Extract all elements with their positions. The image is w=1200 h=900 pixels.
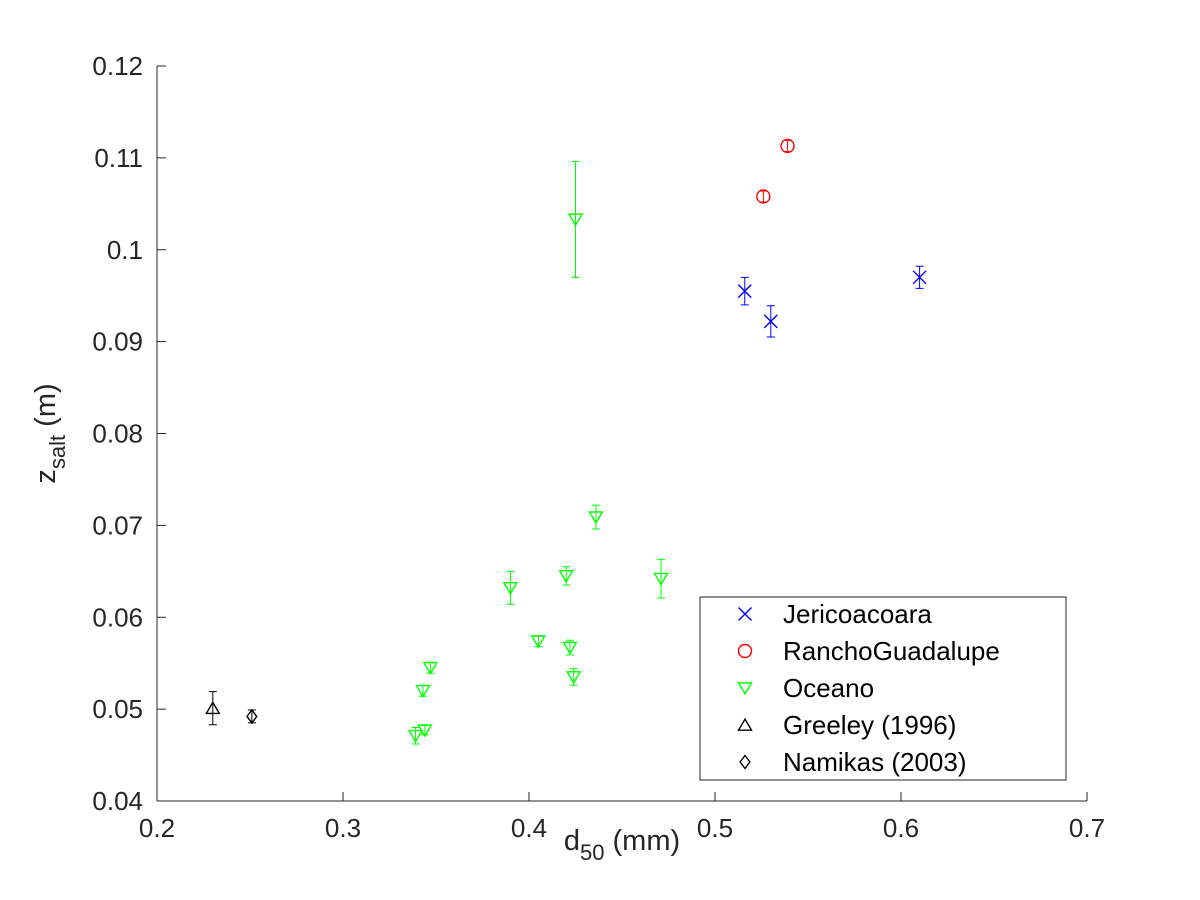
series-oceano [407,161,669,745]
legend-item-label: Greeley (1996) [783,710,956,740]
data-point [756,189,771,204]
x-axis-label: d50 (mm) [564,825,680,865]
x-marker [912,270,927,285]
triangle-down-marker [737,682,753,696]
x-axis-label-unit: (mm) [604,825,680,857]
data-point [407,727,424,745]
x-axis-label-subscript: 50 [580,840,604,865]
axes: 0.2 0.3 0.4 0.5 0.6 0.7 0.040.050.060.070.080… [92,51,1105,843]
triangle-down-marker [567,213,584,227]
legend-item: Oceano [737,673,874,703]
series-namikas-2003 [246,708,258,725]
triangle-down-marker [415,684,431,698]
error-bar [571,161,580,278]
y-tick-label: 0.04 [92,786,143,816]
triangle-down-marker [502,581,519,596]
y-tick-label: 0.05 [92,694,143,724]
legend-item: Greeley (1996) [737,710,956,740]
data-point [912,265,927,289]
triangle-up-marker [737,717,753,731]
x-marker [763,314,778,329]
data-point [205,691,221,726]
legend-item: RanchoGuadalupe [737,636,1000,666]
legend: Jericoacoara RanchoGuadalupe Oceano Greeley… [699,596,1067,781]
x-marker [737,284,752,299]
y-tick-label: 0.07 [92,510,143,540]
legend-item: Jericoacoara [738,599,932,629]
x-tick-label: 0.3 [325,813,361,843]
triangle-down-marker [558,570,574,584]
data-point [588,504,604,530]
triangle-down-marker [588,511,604,525]
y-tick-label: 0.12 [92,51,143,81]
x-tick-label: 0.5 [697,813,733,843]
x-ticks: 0.2 0.3 0.4 0.5 0.6 0.7 [139,792,1105,843]
data-point [565,668,582,686]
triangle-down-marker [565,671,582,685]
y-tick-label: 0.08 [92,419,143,449]
legend-box [699,596,1067,781]
triangle-down-marker [530,635,547,649]
triangle-down-marker [407,729,424,743]
diamond-marker [246,708,258,725]
legend-items: Jericoacoara RanchoGuadalupe Oceano Greeley… [737,599,1000,777]
error-bar [591,504,600,530]
y-ticks: 0.04 0.05 0.06 0.07 0.08 0.09 0.1 0.11 0.12 [92,51,166,816]
data-point [567,161,584,278]
data-point [737,276,752,306]
triangle-down-marker [422,661,439,676]
y-tick-label: 0.09 [92,327,143,357]
series-jericoacoara [737,265,927,338]
y-axis-label: zsalt (m) [30,383,70,483]
y-axis-label-subscript: salt [45,435,70,469]
data-points [205,138,927,745]
y-tick-label: 0.1 [107,235,143,265]
legend-item-label: Jericoacoara [783,599,932,629]
error-bar [783,139,792,152]
triangle-down-marker [562,641,578,655]
data-point [422,661,439,676]
x-marker [738,607,752,621]
y-axis-label-unit: (m) [30,383,62,435]
data-point [558,566,574,586]
legend-item-label: Namikas (2003) [783,747,967,777]
error-bar [208,691,217,726]
data-point [415,684,431,698]
series-ranchoguadalupe [756,138,795,204]
data-point [246,708,258,725]
data-point [502,570,519,605]
y-tick-label: 0.11 [94,143,143,173]
x-axis-label-main: d [564,825,580,857]
data-point [530,635,547,649]
triangle-up-marker [205,700,221,715]
data-point [653,558,669,599]
legend-item: Namikas (2003) [739,747,967,777]
circle-marker [780,138,795,154]
error-bar [506,570,515,605]
legend-item-label: RanchoGuadalupe [783,636,1000,666]
data-point [763,305,778,338]
triangle-down-marker [653,572,669,586]
y-axis-label-main: z [30,469,62,484]
error-bar [759,190,768,203]
x-tick-label: 0.2 [139,813,175,843]
x-tick-label: 0.7 [1069,813,1105,843]
series-greeley-1996 [205,691,221,726]
circle-marker [756,189,771,204]
legend-item-label: Oceano [783,673,874,703]
y-tick-label: 0.06 [92,602,143,632]
data-point [780,138,795,154]
circle-marker [737,643,753,659]
diamond-marker [739,754,751,770]
data-point [562,639,578,656]
x-tick-label: 0.6 [883,813,919,843]
error-bar [657,558,666,599]
error-bar [247,709,256,724]
x-tick-label: 0.4 [511,813,547,843]
